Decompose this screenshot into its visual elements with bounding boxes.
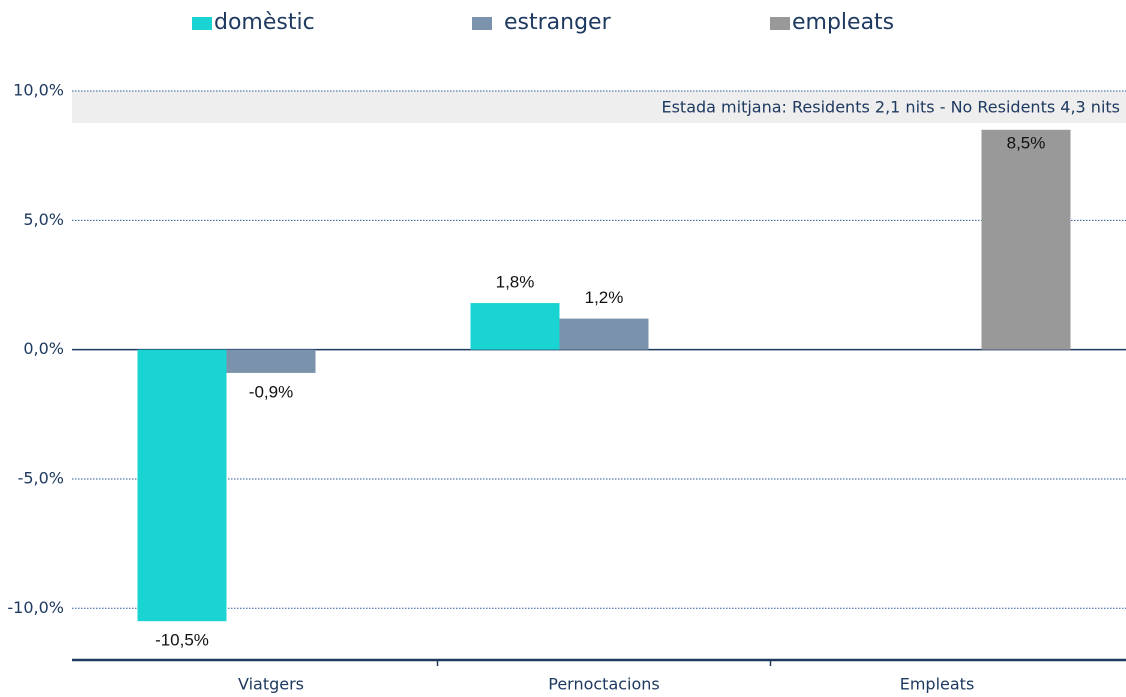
bar [137,349,227,622]
bar [226,349,316,373]
value-label: -0,9% [249,382,293,401]
legend-label: empleats [792,10,894,35]
legend-label: domèstic [214,10,315,35]
legend-swatch [770,17,790,30]
value-label: -10,5% [155,631,209,650]
legend-label: estranger [504,10,612,35]
x-tick-label: Viatgers [238,675,304,694]
y-tick-label: -10,0% [7,598,64,617]
x-tick-label: Pernoctacions [548,675,660,694]
annotation-band [72,91,1126,123]
bar [470,303,560,350]
bar [559,318,649,350]
annotation: Estada mitjana: Residents 2,1 nits - No … [661,98,1120,117]
y-tick-label: 10,0% [13,81,64,100]
value-label: 8,5% [1007,133,1046,152]
y-tick-label: 5,0% [23,210,64,229]
value-label: 1,2% [585,288,624,307]
value-label: 1,8% [496,273,535,292]
x-tick-label: Empleats [900,675,975,694]
legend-swatch [192,17,212,30]
bar [981,129,1071,350]
y-tick-label: 0,0% [23,339,64,358]
y-tick-label: -5,0% [18,468,64,487]
legend-swatch [472,17,492,30]
